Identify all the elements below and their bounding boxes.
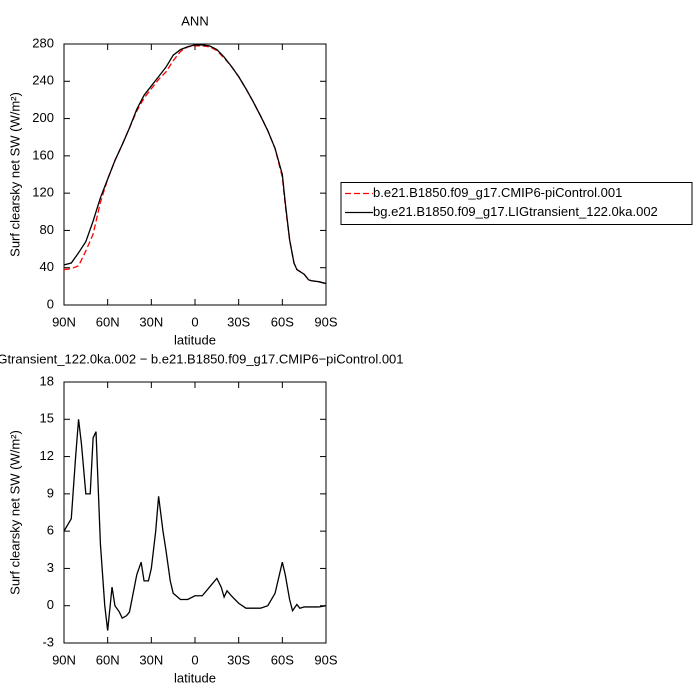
y-tick-label: 6 [47,523,54,538]
y-axis-label: Surf clearsky net SW (W/m²) [7,430,22,595]
x-tick-label: 90N [52,314,76,329]
y-axis-label: Surf clearsky net SW (W/m²) [7,92,22,257]
x-axis-label: latitude [174,670,216,685]
x-tick-label: 30S [227,652,250,667]
x-tick-label: 30N [139,652,163,667]
y-tick-label: 160 [32,147,54,162]
legend-label: bg.e21.B1850.f09_g17.LIGtransient_122.0k… [373,204,658,219]
y-tick-label: 12 [40,448,54,463]
x-tick-label: 60S [271,652,294,667]
plot-frame [63,43,327,306]
x-tick-label: 60N [96,652,120,667]
data-line [63,419,327,631]
x-axis-label: latitude [174,332,216,347]
y-tick-label: 3 [47,560,54,575]
x-tick-label: 90N [52,652,76,667]
y-tick-label: 200 [32,110,54,125]
chart-title: ANN [181,13,208,28]
y-tick-label: 80 [40,222,54,237]
x-tick-label: 30N [139,314,163,329]
y-tick-label: 15 [40,411,54,426]
y-tick-label: 9 [47,485,54,500]
data-line [63,44,327,285]
x-tick-label: 90S [314,652,337,667]
y-tick-label: 40 [40,259,54,274]
legend-label: b.e21.B1850.f09_g17.CMIP6-piControl.001 [373,185,622,200]
y-tick-label: 0 [47,597,54,612]
legend-box [340,182,693,225]
plot-frame [63,381,327,644]
chart-title: LIGtransient_122.0ka.002 − b.e21.B1850.f… [0,351,404,366]
x-tick-label: 60S [271,314,294,329]
y-tick-label: 120 [32,185,54,200]
x-tick-label: 0 [191,314,198,329]
y-tick-label: 240 [32,73,54,88]
x-tick-label: 90S [314,314,337,329]
y-tick-label: 18 [40,373,54,388]
x-tick-label: 30S [227,314,250,329]
y-tick-label: 0 [47,296,54,311]
data-line [63,45,327,285]
x-tick-label: 0 [191,652,198,667]
y-tick-label: -3 [42,634,54,649]
y-tick-label: 280 [32,35,54,50]
x-tick-label: 60N [96,314,120,329]
